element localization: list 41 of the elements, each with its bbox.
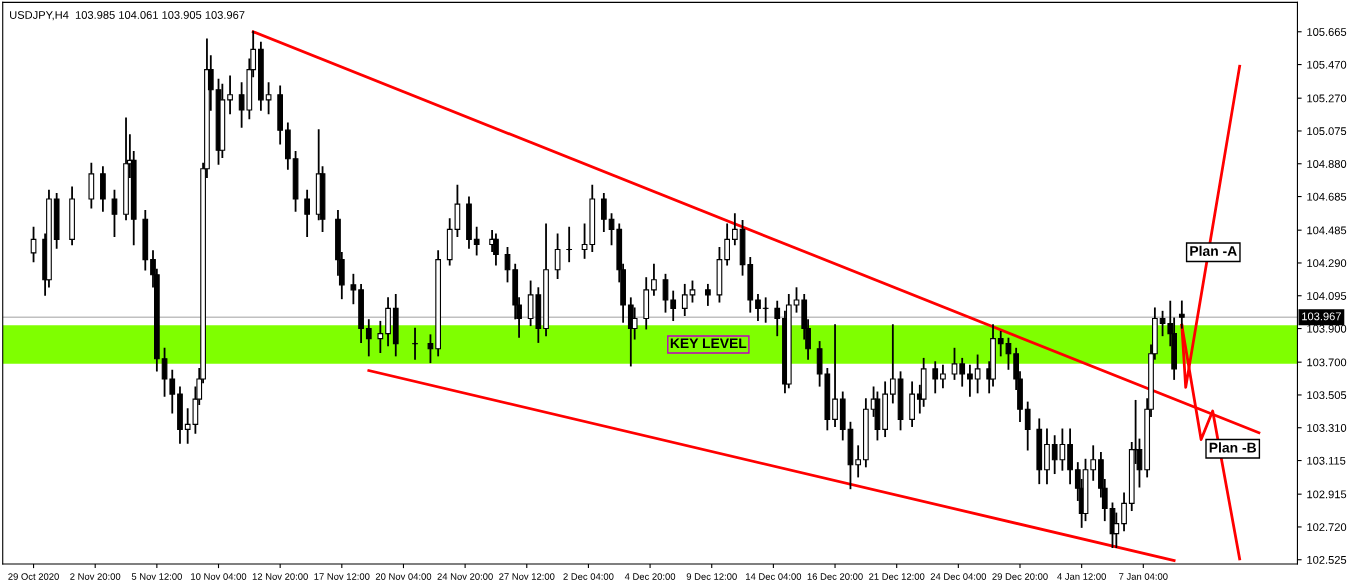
ref-line-label: 103.967: [1302, 312, 1341, 321]
y-tick-label: 103.115: [1307, 456, 1346, 465]
x-tick-label: 27 Nov 12:00: [499, 573, 555, 580]
x-tick-label: 16 Dec 20:00: [807, 573, 863, 580]
x-tick-label: 2 Dec 04:00: [563, 573, 614, 580]
y-tick-label: 104.685: [1307, 192, 1347, 201]
y-tick-label: 103.310: [1307, 424, 1347, 432]
annotation: Plan -B: [1209, 442, 1256, 453]
x-tick-label: 7 Jan 04:00: [1119, 573, 1168, 580]
x-tick-label: 24 Dec 04:00: [930, 573, 987, 580]
y-tick-label: 102.915: [1307, 490, 1347, 499]
x-tick-label: 5 Nov 12:00: [131, 573, 182, 580]
x-tick-label: 29 Oct 2020: [8, 573, 59, 580]
y-tick-label: 103.505: [1307, 391, 1347, 400]
x-tick-label: 14 Dec 04:00: [746, 573, 802, 580]
band-label: KEY LEVEL: [670, 338, 747, 349]
y-tick-label: 104.880: [1307, 160, 1347, 168]
x-tick-label: 10 Nov 04:00: [191, 573, 247, 580]
x-tick-label: 9 Dec 12:00: [686, 573, 737, 580]
y-tick-label: 104.485: [1307, 226, 1347, 235]
x-tick-label: 21 Dec 12:00: [869, 573, 925, 580]
x-tick-label: 4 Dec 20:00: [624, 573, 676, 580]
y-tick-label: 103.700: [1307, 358, 1347, 367]
y-tick-label: 105.075: [1307, 127, 1347, 136]
x-tick-label: 17 Nov 12:00: [314, 573, 370, 580]
y-tick-label: 104.290: [1307, 259, 1347, 268]
y-tick-label: 102.525: [1307, 556, 1347, 564]
y-tick-label: 103.900: [1307, 324, 1347, 333]
text: USDJPY,H4 103.985 104.061 103.905 103.967: [10, 11, 245, 21]
x-tick-label: 29 Dec 20:00: [992, 573, 1048, 580]
x-tick-label: 20 Nov 04:00: [375, 573, 432, 580]
y-tick-label: 105.665: [1307, 28, 1347, 36]
y-tick-label: 104.095: [1307, 292, 1347, 300]
x-tick-label: 12 Nov 20:00: [252, 573, 308, 580]
x-tick-label: 2 Nov 20:00: [70, 573, 121, 580]
y-tick-label: 105.470: [1307, 60, 1347, 69]
x-tick-label: 4 Jan 12:00: [1057, 573, 1106, 580]
y-tick-label: 105.270: [1307, 94, 1347, 103]
y-tick-label: 102.720: [1307, 523, 1347, 532]
annotation: Plan -A: [1190, 245, 1237, 256]
x-tick-label: 24 Nov 20:00: [437, 573, 493, 580]
